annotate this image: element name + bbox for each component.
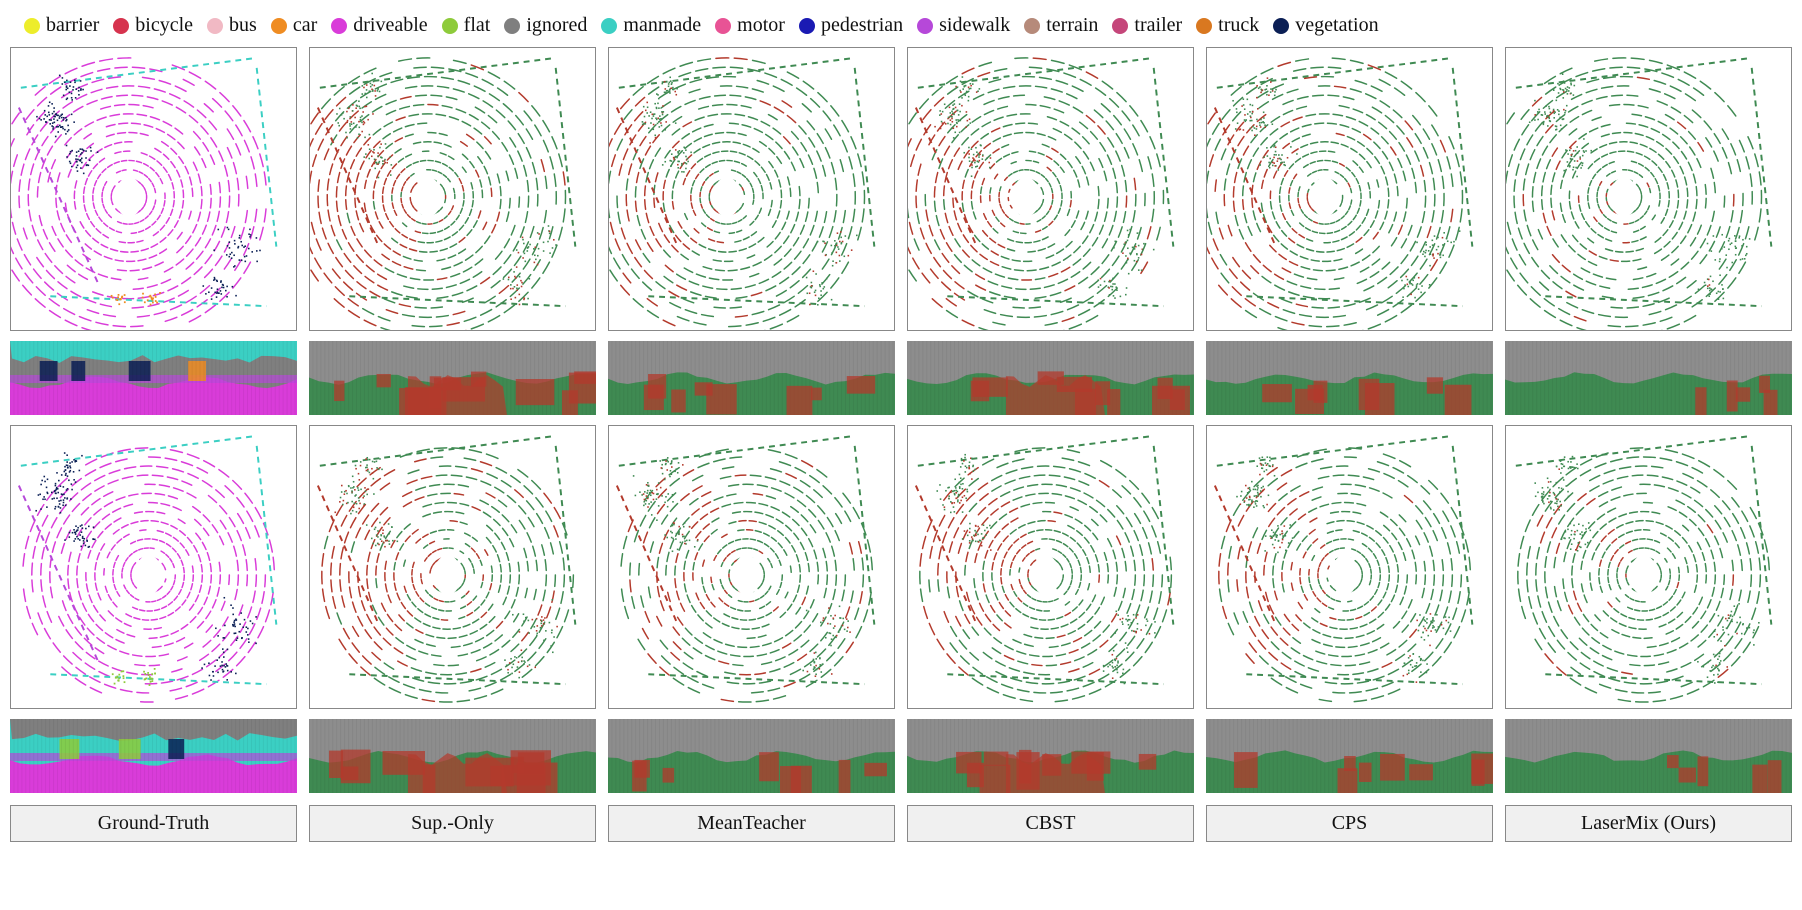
rangeview-panel <box>608 341 895 415</box>
legend-label: bus <box>229 14 257 37</box>
legend-item: bus <box>207 14 257 37</box>
legend-swatch <box>24 18 40 34</box>
topview-panel <box>309 425 596 709</box>
topview-panel <box>309 47 596 331</box>
legend-label: barrier <box>46 14 99 37</box>
legend-label: pedestrian <box>821 14 903 37</box>
topview-panel <box>608 425 895 709</box>
grid-column: CBST <box>907 47 1194 842</box>
legend-item: vegetation <box>1273 14 1378 37</box>
grid-column: MeanTeacher <box>608 47 895 842</box>
legend-label: driveable <box>353 14 427 37</box>
legend-item: manmade <box>601 14 701 37</box>
legend-swatch <box>331 18 347 34</box>
rangeview-panel <box>907 719 1194 793</box>
legend-label: truck <box>1218 14 1259 37</box>
legend-item: ignored <box>504 14 587 37</box>
legend-item: pedestrian <box>799 14 903 37</box>
topview-panel <box>1206 425 1493 709</box>
rangeview-panel <box>1505 341 1792 415</box>
legend-item: terrain <box>1024 14 1098 37</box>
rangeview-panel <box>1505 719 1792 793</box>
legend-label: sidewalk <box>939 14 1010 37</box>
legend-swatch <box>271 18 287 34</box>
topview-panel <box>10 47 297 331</box>
grid-column: Sup.-Only <box>309 47 596 842</box>
topview-panel <box>608 47 895 331</box>
rangeview-panel <box>10 719 297 793</box>
legend-swatch <box>1112 18 1128 34</box>
legend-label: motor <box>737 14 785 37</box>
legend-item: barrier <box>24 14 99 37</box>
legend-swatch <box>1024 18 1040 34</box>
rangeview-panel <box>309 341 596 415</box>
legend-label: car <box>293 14 317 37</box>
legend-swatch <box>1196 18 1212 34</box>
legend-swatch <box>1273 18 1289 34</box>
method-label: LaserMix (Ours) <box>1505 805 1792 842</box>
legend-label: flat <box>464 14 491 37</box>
legend-label: terrain <box>1046 14 1098 37</box>
legend-label: manmade <box>623 14 701 37</box>
topview-panel <box>1505 47 1792 331</box>
legend-swatch <box>715 18 731 34</box>
legend-item: bicycle <box>113 14 193 37</box>
topview-panel <box>10 425 297 709</box>
method-label: Ground-Truth <box>10 805 297 842</box>
figure-grid: Ground-Truth Sup.-Only MeanTeacher CBST CPS L… <box>10 47 1792 842</box>
rangeview-panel <box>10 341 297 415</box>
legend-label: bicycle <box>135 14 193 37</box>
method-label: CPS <box>1206 805 1493 842</box>
rangeview-panel <box>309 719 596 793</box>
legend-item: car <box>271 14 317 37</box>
legend-item: trailer <box>1112 14 1182 37</box>
rangeview-panel <box>1206 719 1493 793</box>
legend-label: trailer <box>1134 14 1182 37</box>
legend-label: ignored <box>526 14 587 37</box>
grid-column: Ground-Truth <box>10 47 297 842</box>
legend-swatch <box>601 18 617 34</box>
legend-label: vegetation <box>1295 14 1378 37</box>
legend-item: motor <box>715 14 785 37</box>
method-label: CBST <box>907 805 1194 842</box>
legend-item: truck <box>1196 14 1259 37</box>
legend-swatch <box>799 18 815 34</box>
legend-item: flat <box>442 14 491 37</box>
topview-panel <box>907 425 1194 709</box>
topview-panel <box>1505 425 1792 709</box>
legend-swatch <box>917 18 933 34</box>
legend-swatch <box>504 18 520 34</box>
rangeview-panel <box>907 341 1194 415</box>
legend-item: driveable <box>331 14 427 37</box>
method-label: MeanTeacher <box>608 805 895 842</box>
topview-panel <box>907 47 1194 331</box>
grid-column: LaserMix (Ours) <box>1505 47 1792 842</box>
legend-swatch <box>442 18 458 34</box>
topview-panel <box>1206 47 1493 331</box>
legend-swatch <box>113 18 129 34</box>
legend-swatch <box>207 18 223 34</box>
rangeview-panel <box>608 719 895 793</box>
legend: barrier bicycle bus car driveable flat ignored… <box>10 10 1792 47</box>
grid-column: CPS <box>1206 47 1493 842</box>
method-label: Sup.-Only <box>309 805 596 842</box>
legend-item: sidewalk <box>917 14 1010 37</box>
rangeview-panel <box>1206 341 1493 415</box>
